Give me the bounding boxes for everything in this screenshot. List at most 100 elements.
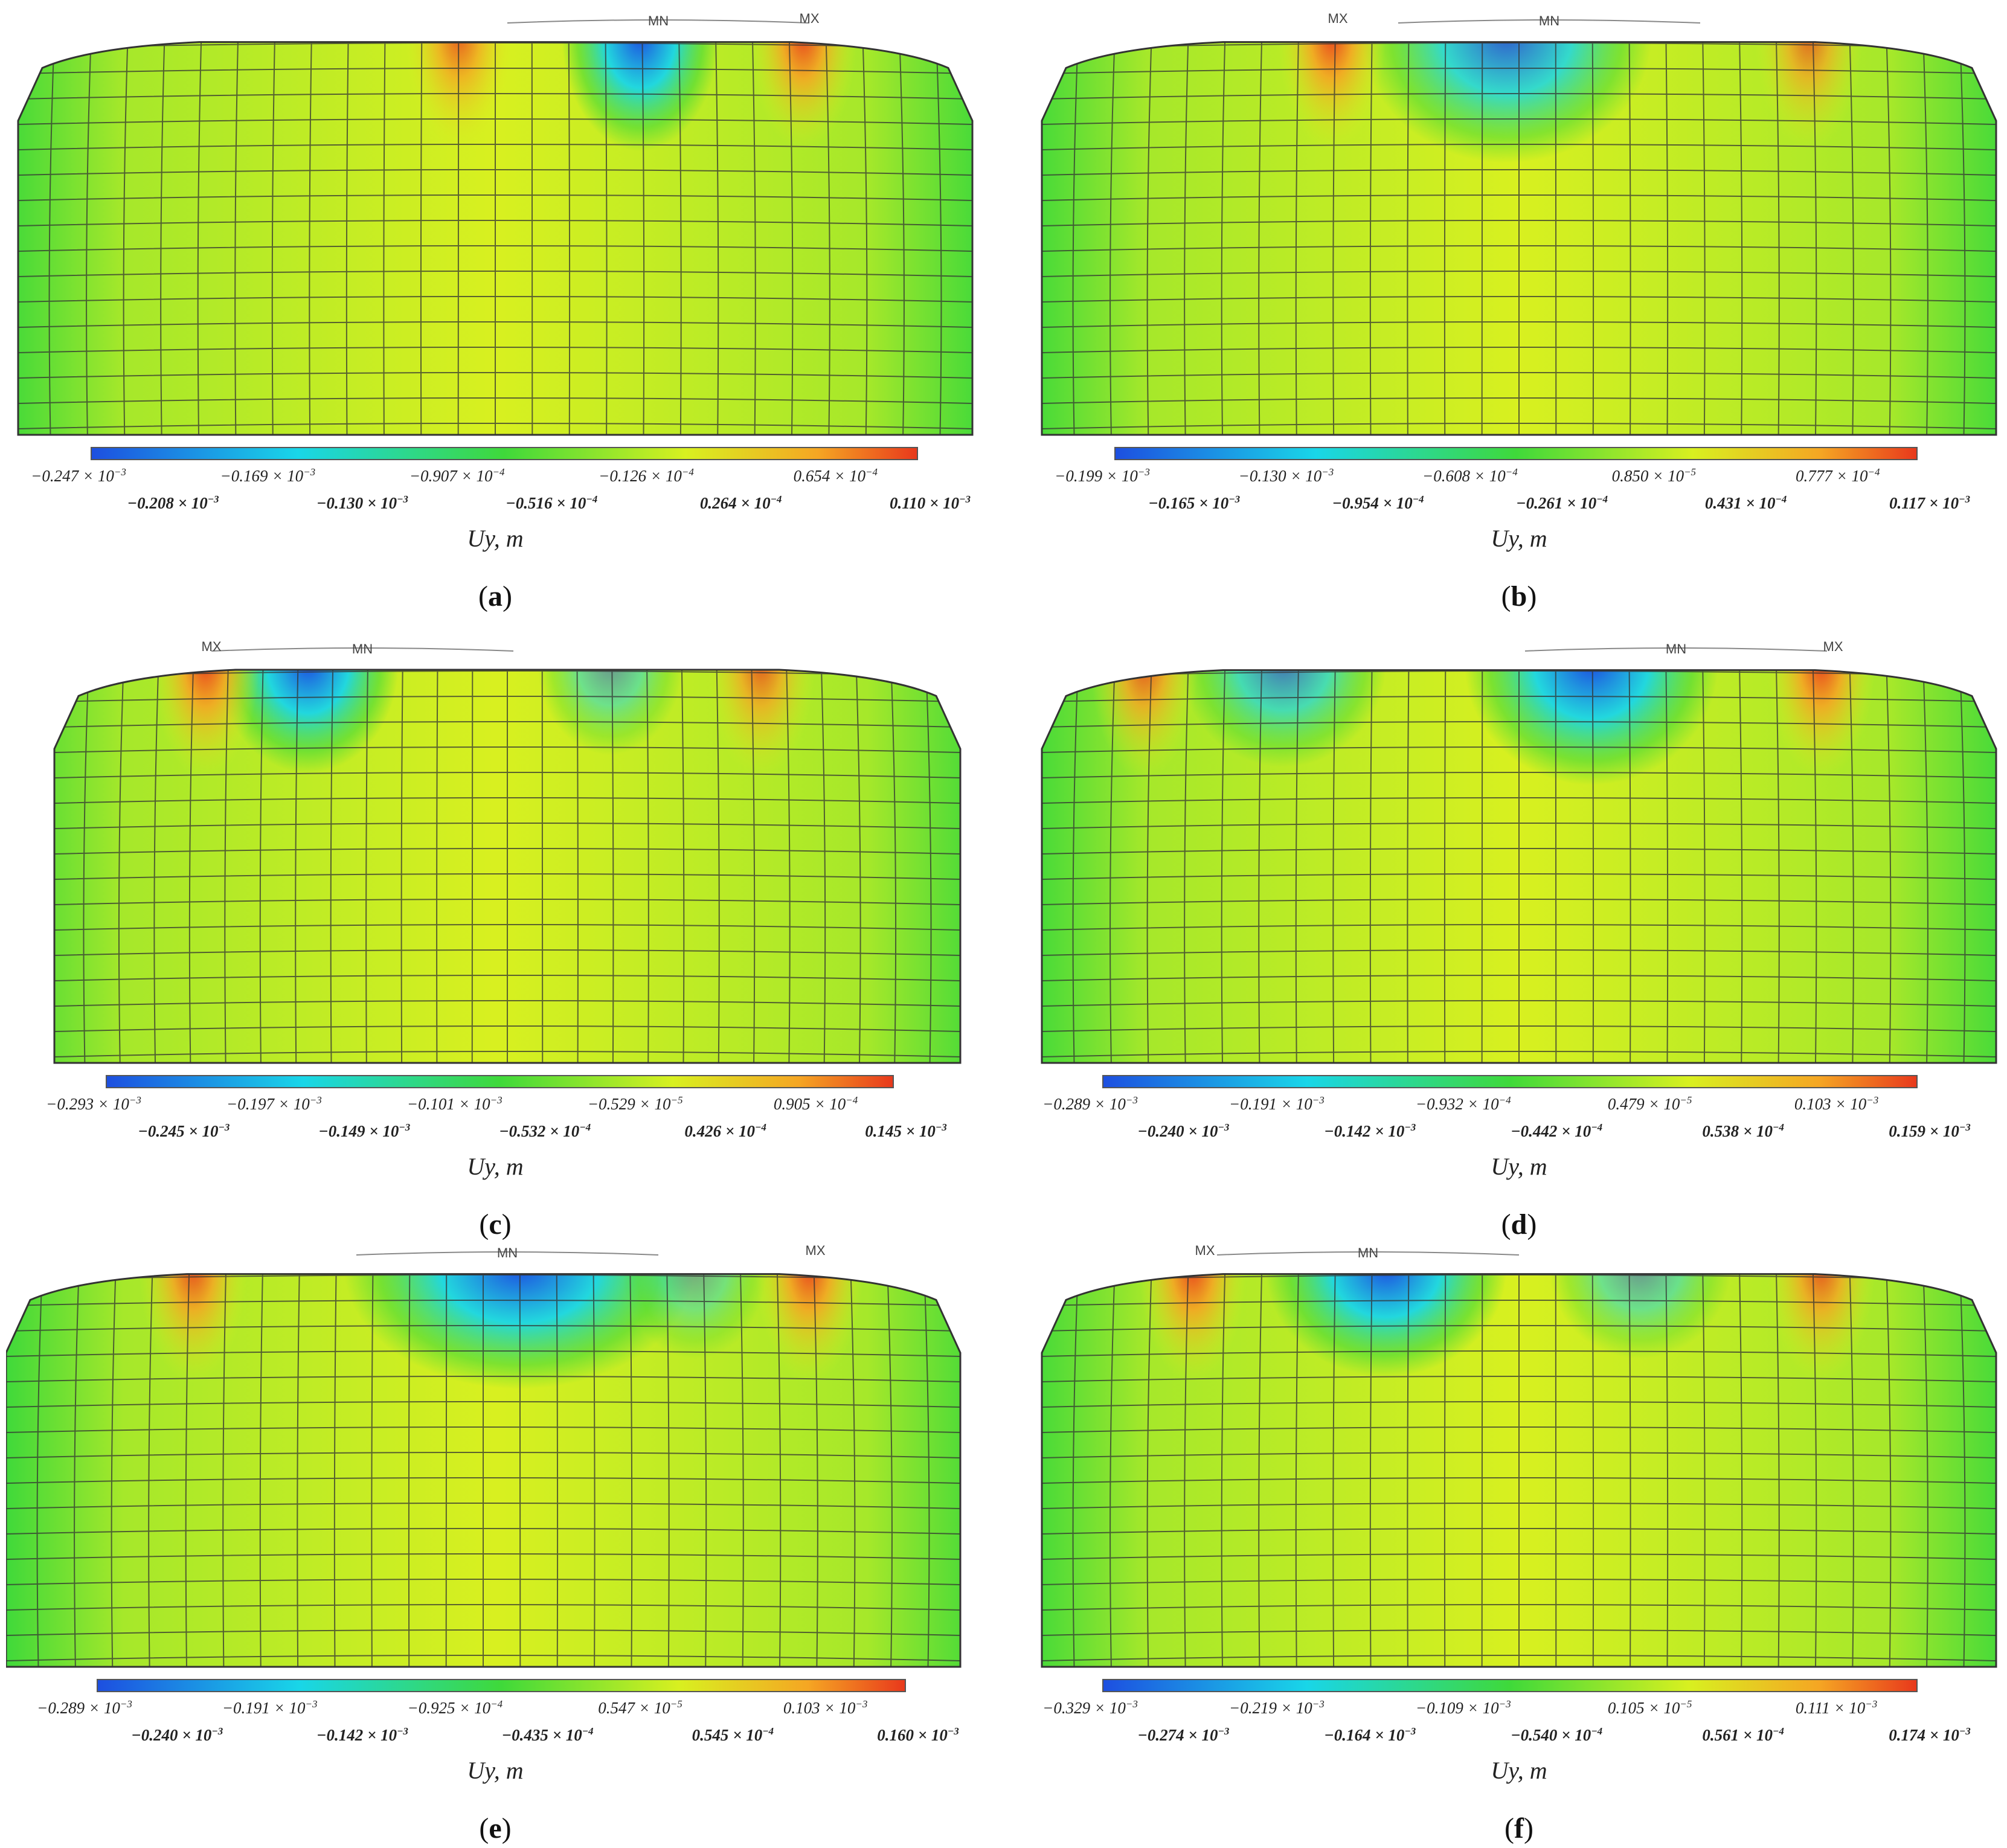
- legend-tick-upper-e-0: −0.289 × 10−3: [37, 1698, 132, 1717]
- panel-e: MN MX −0.289 × 10−3 −0.191 × 10−3 −0.925 × 1…: [6, 1244, 984, 1848]
- legend-tick-upper-f-2: −0.109 × 10−3: [1415, 1698, 1511, 1717]
- legend-tick-upper-b-0: −0.199 × 10−3: [1055, 466, 1150, 485]
- legend-tick-lower-d-1: −0.142 × 10−3: [1324, 1121, 1416, 1140]
- contour-plot-f: MN MX: [1041, 1244, 1997, 1668]
- legend-tick-upper-a-4: 0.654 × 10−4: [793, 466, 878, 485]
- legend-tick-upper-f-4: 0.111 × 10−3: [1795, 1698, 1878, 1717]
- legend-tick-lower-f-0: −0.274 × 10−3: [1137, 1725, 1230, 1744]
- min-marker-c: MN: [352, 641, 373, 656]
- legend-tick-upper-c-2: −0.101 × 10−3: [406, 1094, 503, 1113]
- legend-tick-upper-d-2: −0.932 × 10−4: [1415, 1094, 1511, 1113]
- legend-tick-upper-a-1: −0.169 × 10−3: [220, 466, 316, 485]
- color-legend-bar-d: [1102, 1075, 1918, 1088]
- panel-b: MN MX −0.199 × 10−3 −0.130 × 10−3 −0.608 × 1…: [1030, 12, 2007, 616]
- legend-tick-upper-b-3: 0.850 × 10−5: [1611, 466, 1697, 485]
- legend-tick-lower-a-0: −0.208 × 10−3: [127, 493, 219, 512]
- legend-tick-upper-d-1: −0.191 × 10−3: [1229, 1094, 1325, 1113]
- legend-tick-upper-a-3: −0.126 × 10−4: [599, 466, 694, 485]
- panel-label-b: (b): [1501, 580, 1537, 612]
- legend-tick-lower-f-1: −0.164 × 10−3: [1324, 1725, 1416, 1744]
- legend-tick-upper-d-4: 0.103 × 10−3: [1794, 1094, 1879, 1113]
- legend-tick-upper-e-1: −0.191 × 10−3: [222, 1698, 318, 1717]
- min-marker-b: MN: [1539, 13, 1559, 28]
- panel-c: MN MX −0.293 × 10−3 −0.197 × 10−3 −0.101 × 1…: [6, 640, 984, 1244]
- color-legend-bar-f: [1102, 1679, 1918, 1692]
- legend-tick-lower-d-0: −0.240 × 10−3: [1137, 1121, 1230, 1140]
- legend-tick-lower-e-1: −0.142 × 10−3: [316, 1725, 408, 1744]
- legend-tick-upper-b-4: 0.777 × 10−4: [1796, 466, 1880, 485]
- legend-tick-lower-f-2: −0.540 × 10−4: [1511, 1725, 1603, 1744]
- panel-label-c: (c): [479, 1208, 512, 1240]
- max-marker-b: MX: [1328, 12, 1348, 26]
- legend-tick-lower-b-1: −0.954 × 10−4: [1332, 493, 1424, 512]
- legend-tick-upper-c-1: −0.197 × 10−3: [226, 1094, 322, 1113]
- max-marker-e: MX: [806, 1244, 826, 1258]
- legend-tick-lower-e-2: −0.435 × 10−4: [501, 1725, 594, 1744]
- quantity-label-b: Uy, m: [1491, 525, 1547, 552]
- panel-f: MN MX −0.329 × 10−3 −0.219 × 10−3 −0.109 × 1…: [1030, 1244, 2007, 1848]
- legend-tick-lower-d-2: −0.442 × 10−4: [1511, 1121, 1603, 1140]
- panel-label-d: (d): [1501, 1208, 1537, 1240]
- min-marker-a: MN: [648, 13, 669, 28]
- max-marker-d: MX: [1823, 640, 1843, 654]
- legend-tick-lower-d-3: 0.538 × 10−4: [1702, 1121, 1784, 1140]
- legend-tick-lower-c-2: −0.532 × 10−4: [499, 1121, 591, 1140]
- contour-plot-c: MN MX: [53, 640, 962, 1064]
- min-marker-e: MN: [497, 1245, 518, 1260]
- legend-tick-upper-b-2: −0.608 × 10−4: [1422, 466, 1518, 485]
- panel-label-f: (f): [1504, 1812, 1533, 1844]
- quantity-label-d: Uy, m: [1491, 1153, 1547, 1180]
- legend-tick-upper-a-2: −0.907 × 10−4: [409, 466, 505, 485]
- color-legend-bar-a: [91, 447, 918, 460]
- color-legend-bar-b: [1114, 447, 1918, 460]
- quantity-label-c: Uy, m: [467, 1153, 524, 1180]
- max-marker-c: MX: [202, 640, 222, 654]
- legend-tick-lower-e-3: 0.545 × 10−4: [692, 1725, 774, 1744]
- contour-plot-e: MN MX: [6, 1244, 962, 1668]
- legend-tick-lower-d-4: 0.159 × 10−3: [1889, 1121, 1971, 1140]
- quantity-label-f: Uy, m: [1491, 1757, 1547, 1784]
- legend-tick-lower-e-0: −0.240 × 10−3: [131, 1725, 223, 1744]
- legend-tick-upper-e-3: 0.547 × 10−5: [598, 1698, 682, 1717]
- legend-tick-upper-b-1: −0.130 × 10−3: [1238, 466, 1334, 485]
- legend-tick-lower-a-1: −0.130 × 10−3: [316, 493, 408, 512]
- max-marker-a: MX: [800, 12, 820, 26]
- legend-tick-lower-c-0: −0.245 × 10−3: [138, 1121, 230, 1140]
- legend-tick-upper-e-2: −0.925 × 10−4: [407, 1698, 503, 1717]
- legend-tick-lower-b-2: −0.261 × 10−4: [1516, 493, 1608, 512]
- legend-tick-upper-a-0: −0.247 × 10−3: [31, 466, 126, 485]
- max-marker-f: MX: [1195, 1244, 1215, 1258]
- legend-tick-lower-b-3: 0.431 × 10−4: [1704, 493, 1787, 512]
- quantity-label-a: Uy, m: [467, 525, 524, 552]
- legend-tick-lower-a-4: 0.110 × 10−3: [890, 493, 971, 512]
- quantity-label-e: Uy, m: [467, 1757, 524, 1784]
- color-legend-bar-e: [97, 1679, 906, 1692]
- legend-tick-upper-d-3: 0.479 × 10−5: [1607, 1094, 1692, 1113]
- panel-label-e: (e): [479, 1812, 512, 1844]
- legend-tick-upper-d-0: −0.289 × 10−3: [1042, 1094, 1138, 1113]
- contour-plot-a: MN MX: [17, 12, 974, 436]
- legend-tick-lower-e-4: 0.160 × 10−3: [877, 1725, 959, 1744]
- contour-plot-d: MN MX: [1041, 640, 1997, 1064]
- min-marker-d: MN: [1666, 641, 1686, 656]
- legend-tick-lower-f-3: 0.561 × 10−4: [1702, 1725, 1784, 1744]
- panel-a: MN MX −0.247 × 10−3 −0.169 × 10−3 −0.907 × 1…: [6, 12, 984, 616]
- legend-tick-upper-f-0: −0.329 × 10−3: [1042, 1698, 1138, 1717]
- legend-tick-upper-f-1: −0.219 × 10−3: [1229, 1698, 1325, 1717]
- legend-tick-lower-b-0: −0.165 × 10−3: [1148, 493, 1241, 512]
- panel-d: MN MX −0.289 × 10−3 −0.191 × 10−3 −0.932 × 1…: [1030, 640, 2007, 1244]
- legend-tick-upper-e-4: 0.103 × 10−3: [783, 1698, 868, 1717]
- panel-label-a: (a): [478, 580, 512, 612]
- contour-plot-b: MN MX: [1041, 12, 1997, 436]
- legend-tick-lower-c-1: −0.149 × 10−3: [318, 1121, 411, 1140]
- color-legend-bar-c: [106, 1075, 894, 1088]
- legend-tick-upper-c-0: −0.293 × 10−3: [46, 1094, 141, 1113]
- legend-tick-lower-a-2: −0.516 × 10−4: [506, 493, 598, 512]
- legend-tick-lower-b-4: 0.117 × 10−3: [1889, 493, 1970, 512]
- legend-tick-lower-f-4: 0.174 × 10−3: [1889, 1725, 1971, 1744]
- legend-tick-lower-c-4: 0.145 × 10−3: [865, 1121, 947, 1140]
- legend-tick-lower-a-3: 0.264 × 10−4: [699, 493, 782, 512]
- min-marker-f: MN: [1358, 1245, 1378, 1260]
- legend-tick-upper-f-3: 0.105 × 10−5: [1607, 1698, 1692, 1717]
- legend-tick-upper-c-4: 0.905 × 10−4: [773, 1094, 858, 1113]
